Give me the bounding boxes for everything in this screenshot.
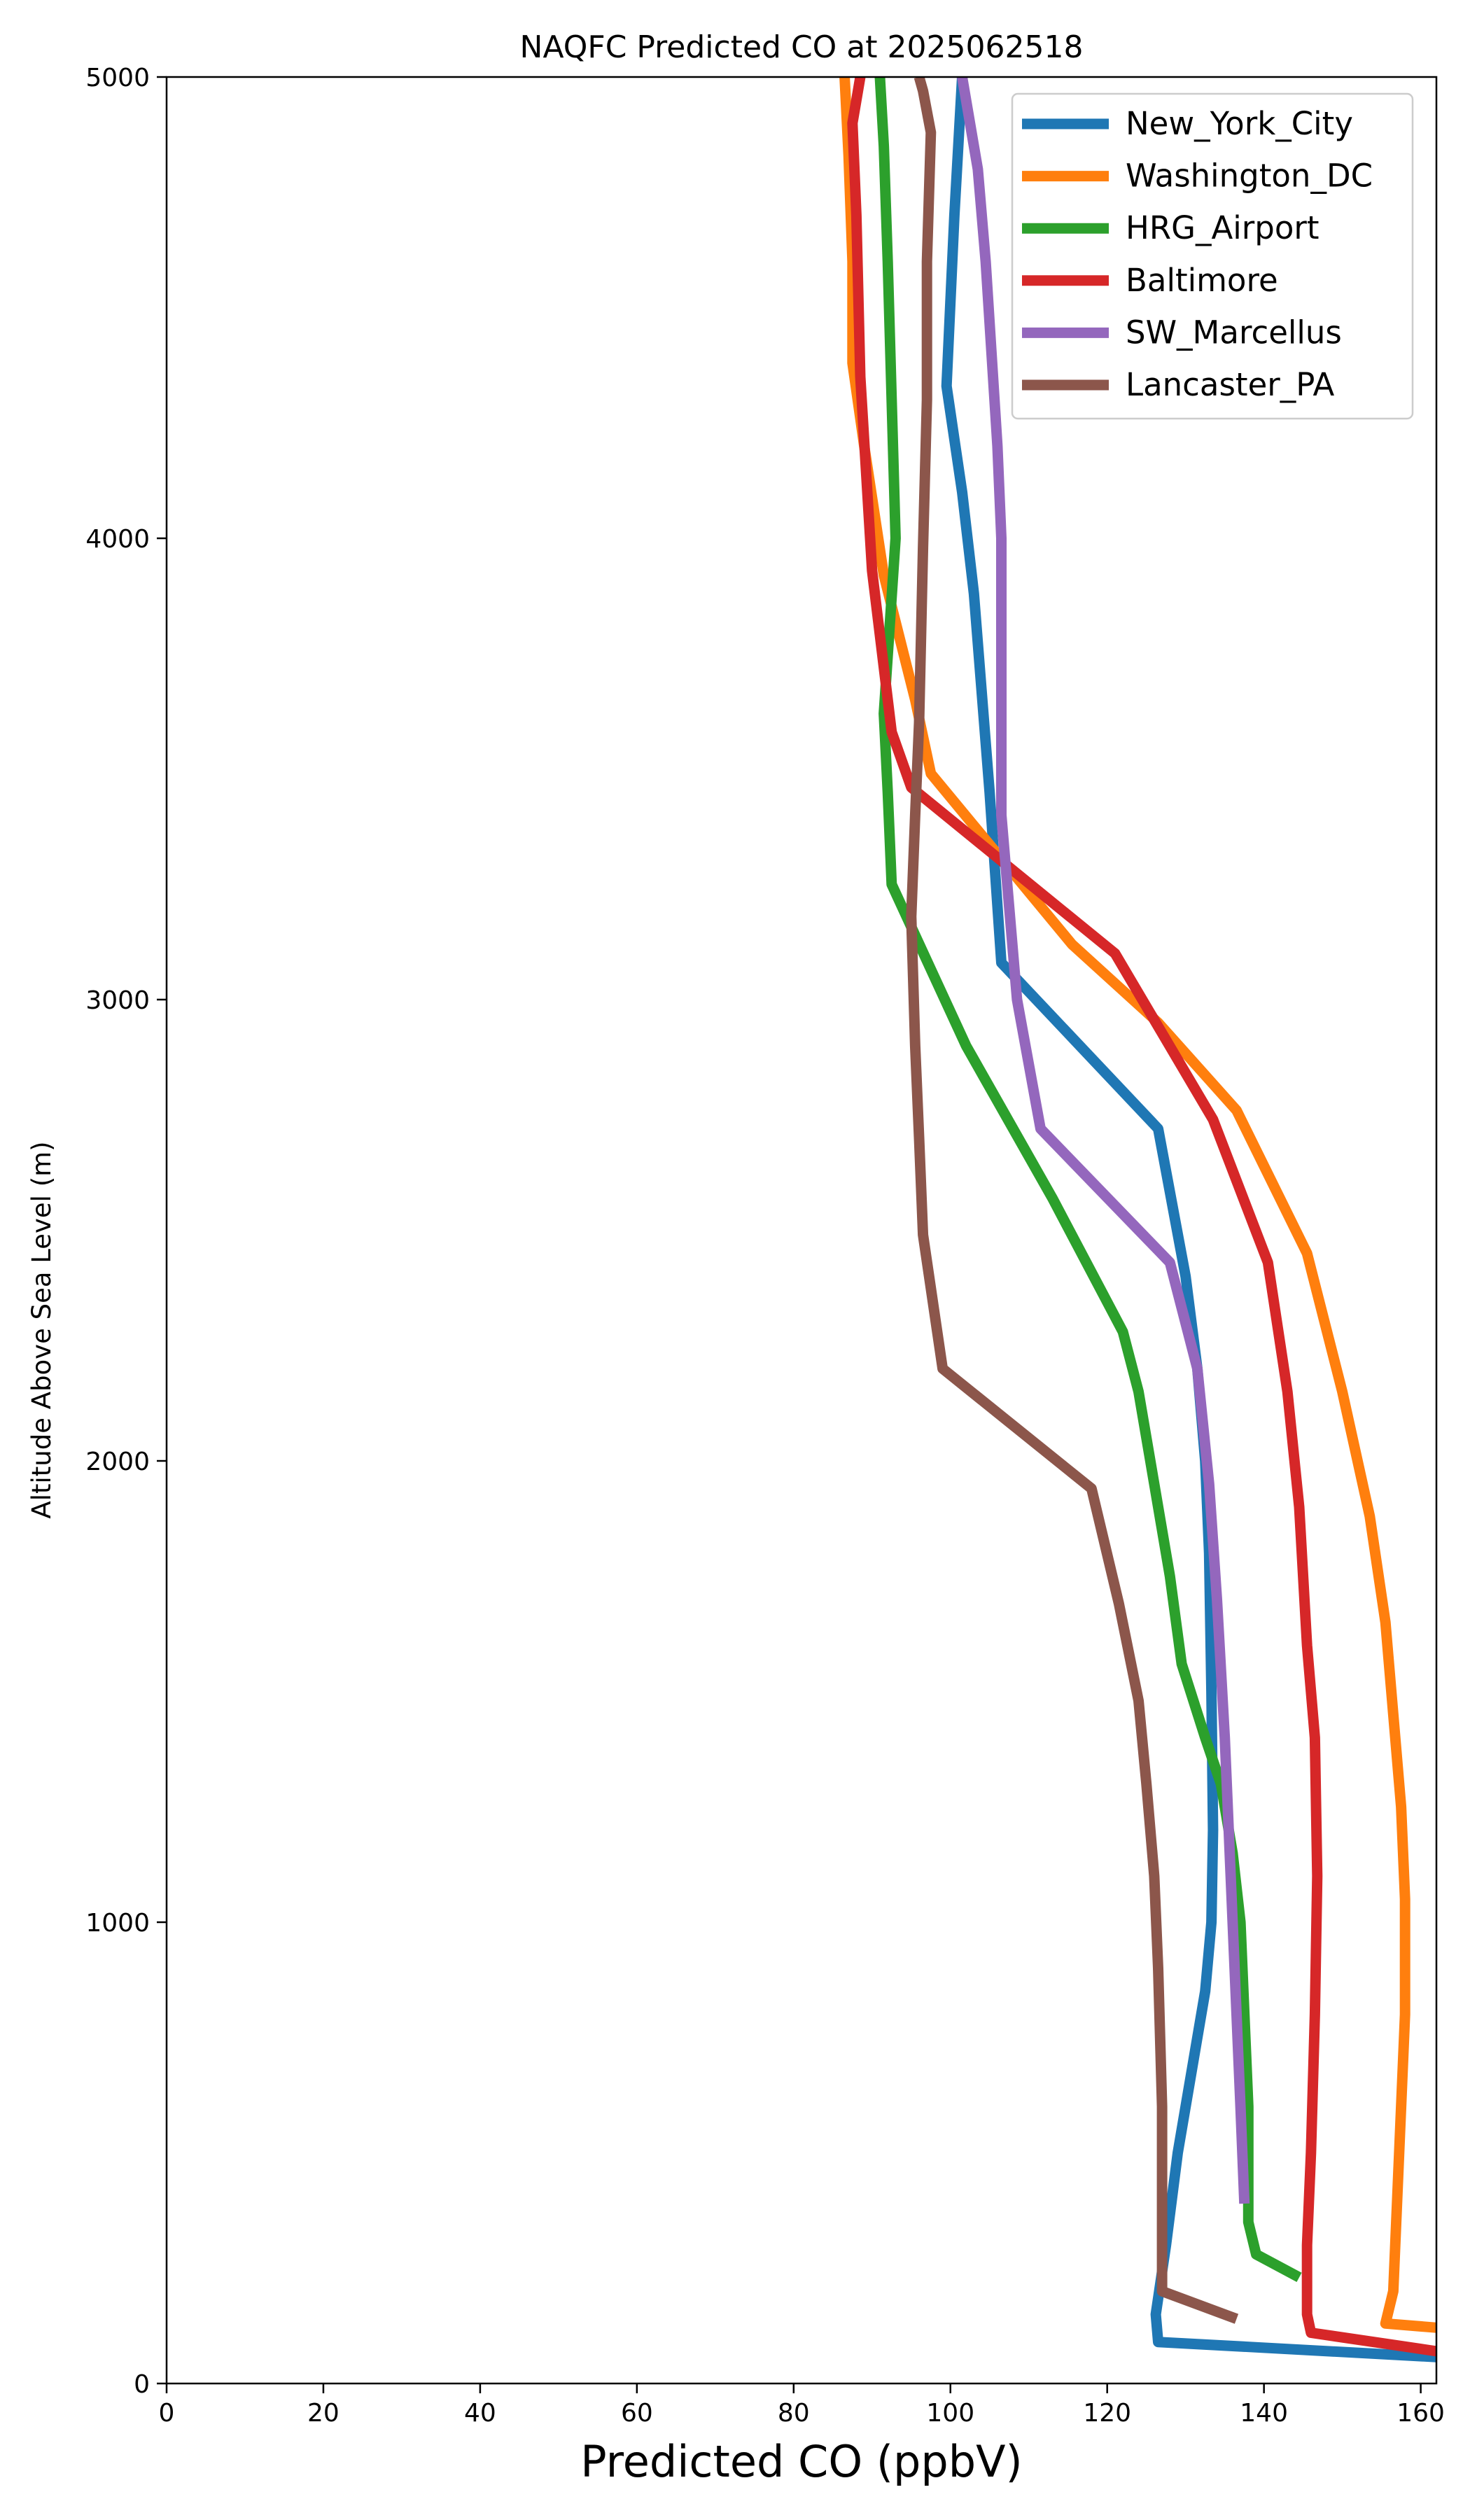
series-line-baltimore xyxy=(847,77,1436,2357)
legend: New_York_City Washington_DC HRG_Airport Bal… xyxy=(1011,92,1414,420)
x-tick-label: 0 xyxy=(159,2399,175,2428)
x-tick-label: 160 xyxy=(1396,2399,1445,2428)
plot-frame xyxy=(165,76,1438,2385)
x-tick-label: 140 xyxy=(1240,2399,1288,2428)
y-tick-label: 4000 xyxy=(85,525,150,554)
x-tick-label: 80 xyxy=(778,2399,810,2428)
x-axis-label: Predicted CO (ppbV) xyxy=(580,2436,1022,2487)
legend-label-new-york-city: New_York_City xyxy=(1126,105,1353,142)
y-tick-label: 2000 xyxy=(85,1448,150,1476)
y-tick-label: 3000 xyxy=(85,986,150,1015)
y-axis: 0 1000 2000 3000 4000 5000 xyxy=(85,64,167,2399)
y-axis-label: Altitude Above Sea Level (m) xyxy=(27,1141,57,1518)
legend-label-sw-marcellus: SW_Marcellus xyxy=(1126,314,1342,351)
legend-box xyxy=(1011,92,1414,420)
x-tick-label: 20 xyxy=(307,2399,340,2428)
legend-label-baltimore: Baltimore xyxy=(1126,262,1278,299)
y-tick-label: 0 xyxy=(134,2370,150,2399)
legend-label-lancaster-pa: Lancaster_PA xyxy=(1126,366,1335,403)
series-line-sw-marcellus xyxy=(957,77,1250,2204)
x-tick-label: 100 xyxy=(926,2399,974,2428)
x-axis: 0 20 40 60 80 100 120 140 160 xyxy=(159,2384,1445,2428)
series-line-new-york-city xyxy=(941,77,1436,2362)
x-tick-label: 120 xyxy=(1083,2399,1131,2428)
y-tick-label: 1000 xyxy=(85,1909,150,1938)
series-line-lancaster-pa xyxy=(906,77,1239,2324)
series-line-hrg-airport xyxy=(874,77,1302,2283)
chart-title: NAQFC Predicted CO at 2025062518 xyxy=(520,29,1084,65)
legend-label-washington-dc: Washington_DC xyxy=(1126,158,1373,195)
legend-label-hrg-airport: HRG_Airport xyxy=(1126,209,1320,246)
series-layer xyxy=(839,77,1436,2362)
y-tick-label: 5000 xyxy=(85,64,150,92)
x-tick-label: 40 xyxy=(464,2399,496,2428)
x-tick-label: 60 xyxy=(621,2399,653,2428)
